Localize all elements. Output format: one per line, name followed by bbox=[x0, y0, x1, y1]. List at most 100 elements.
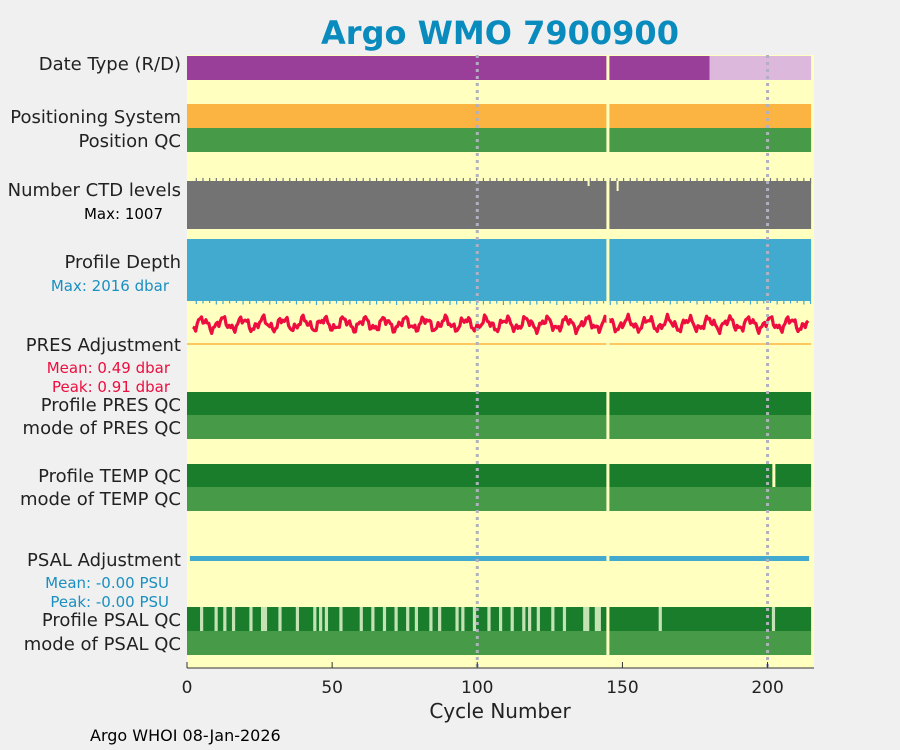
row-label: Positioning System bbox=[10, 107, 181, 128]
ctd-level-tick bbox=[436, 178, 438, 182]
ctd-level-tick bbox=[409, 178, 411, 184]
ctd-level-tick bbox=[442, 178, 444, 183]
ctd-level-tick bbox=[723, 178, 725, 184]
ctd-level-tick bbox=[743, 178, 745, 182]
depth-tick bbox=[656, 301, 658, 304]
ctd-level-tick bbox=[683, 178, 685, 184]
ctd-level-tick bbox=[516, 178, 518, 183]
depth-tick bbox=[255, 301, 257, 304]
plot-background bbox=[187, 55, 814, 668]
row-label: mode of PSAL QC bbox=[24, 634, 181, 655]
ctd-level-tick bbox=[596, 178, 598, 184]
ctd-level-tick bbox=[669, 178, 671, 182]
x-tick-label: 50 bbox=[321, 678, 343, 698]
psal-qc-light-cycle bbox=[319, 607, 323, 631]
ctd-level-tick bbox=[709, 178, 711, 182]
depth-tick bbox=[342, 301, 344, 305]
depth-tick bbox=[569, 301, 571, 304]
depth-max-note: Max: 2016 dbar bbox=[51, 277, 170, 295]
ctd-levels-bar bbox=[187, 181, 812, 229]
psal-adjustment-note: Peak: -0.00 PSU bbox=[50, 593, 169, 611]
depth-tick bbox=[369, 301, 371, 305]
ctd-level-tick bbox=[769, 178, 772, 183]
depth-tick bbox=[229, 301, 231, 304]
ctd-level-tick bbox=[302, 178, 304, 184]
ctd-level-tick bbox=[549, 178, 551, 183]
depth-tick bbox=[436, 301, 438, 304]
depth-tick bbox=[509, 301, 511, 305]
ctd-level-tick bbox=[756, 178, 758, 184]
depth-tick bbox=[749, 301, 752, 305]
depth-tick bbox=[242, 301, 244, 305]
ctd-notch bbox=[616, 181, 619, 191]
depth-tick bbox=[536, 301, 538, 305]
mode-psal-qc-bar bbox=[187, 631, 812, 655]
ctd-level-tick bbox=[255, 178, 257, 182]
ctd-level-tick bbox=[195, 178, 197, 181]
depth-tick bbox=[309, 301, 311, 304]
row-label: PRES Adjustment bbox=[26, 335, 181, 356]
ctd-level-tick bbox=[396, 178, 398, 184]
ctd-level-tick bbox=[249, 178, 251, 184]
psal-qc-light-cycle bbox=[594, 607, 598, 631]
ctd-level-tick bbox=[222, 178, 224, 183]
psal-qc-light-cycle bbox=[223, 607, 227, 631]
ctd-level-tick bbox=[482, 178, 484, 184]
ctd-level-tick bbox=[202, 178, 204, 183]
ctd-level-tick bbox=[322, 178, 324, 184]
ctd-level-tick bbox=[262, 178, 264, 183]
psal-qc-light-cycle bbox=[414, 607, 419, 631]
psal-qc-light-cycle bbox=[551, 607, 555, 631]
ctd-level-tick bbox=[429, 178, 431, 184]
depth-tick bbox=[349, 301, 351, 305]
depth-tick bbox=[796, 301, 798, 303]
psal-qc-light-cycle bbox=[359, 607, 363, 631]
psal-qc-light-cycle bbox=[260, 607, 265, 631]
depth-tick bbox=[409, 301, 411, 304]
profile-pres-qc-bar bbox=[187, 392, 812, 415]
depth-tick bbox=[375, 301, 378, 305]
depth-tick bbox=[382, 301, 384, 304]
x-axis-label: Cycle Number bbox=[429, 699, 571, 723]
ctd-level-tick bbox=[456, 178, 458, 182]
depth-tick bbox=[302, 301, 304, 304]
row-label: PSAL Adjustment bbox=[27, 550, 181, 571]
depth-tick bbox=[736, 301, 738, 304]
ctd-level-tick bbox=[729, 178, 732, 182]
depth-tick bbox=[315, 301, 318, 305]
psal-qc-light-cycle bbox=[597, 607, 601, 631]
ctd-level-tick bbox=[629, 178, 631, 184]
ctd-level-tick bbox=[609, 178, 611, 184]
date-type-segment-R bbox=[709, 56, 812, 80]
ctd-level-tick bbox=[502, 178, 505, 184]
depth-tick bbox=[562, 301, 565, 305]
depth-tick bbox=[389, 301, 391, 304]
depth-tick bbox=[456, 301, 458, 305]
depth-tick bbox=[649, 301, 651, 304]
row-label: Profile PRES QC bbox=[41, 395, 181, 416]
ctd-level-tick bbox=[656, 178, 658, 182]
depth-tick bbox=[249, 301, 251, 304]
depth-tick bbox=[422, 301, 424, 305]
psal-qc-light-cycle bbox=[231, 607, 236, 631]
psal-qc-light-cycle bbox=[528, 607, 532, 631]
depth-tick bbox=[622, 301, 625, 304]
depth-tick bbox=[529, 301, 531, 305]
ctd-level-tick bbox=[716, 178, 718, 183]
row-label: Profile Depth bbox=[64, 252, 181, 273]
depth-tick bbox=[703, 301, 705, 304]
ctd-level-tick bbox=[803, 178, 805, 183]
ctd-level-tick bbox=[789, 178, 792, 183]
psal-qc-light-cycle bbox=[510, 607, 514, 631]
row-label: mode of TEMP QC bbox=[20, 489, 181, 510]
mode-pres-qc-bar bbox=[187, 415, 812, 439]
depth-tick bbox=[643, 301, 645, 305]
depth-tick bbox=[202, 301, 204, 304]
depth-tick bbox=[469, 301, 471, 304]
depth-tick bbox=[355, 301, 358, 304]
depth-tick bbox=[716, 301, 718, 303]
depth-tick bbox=[322, 301, 324, 305]
depth-tick bbox=[195, 301, 197, 304]
depth-tick bbox=[282, 301, 284, 304]
